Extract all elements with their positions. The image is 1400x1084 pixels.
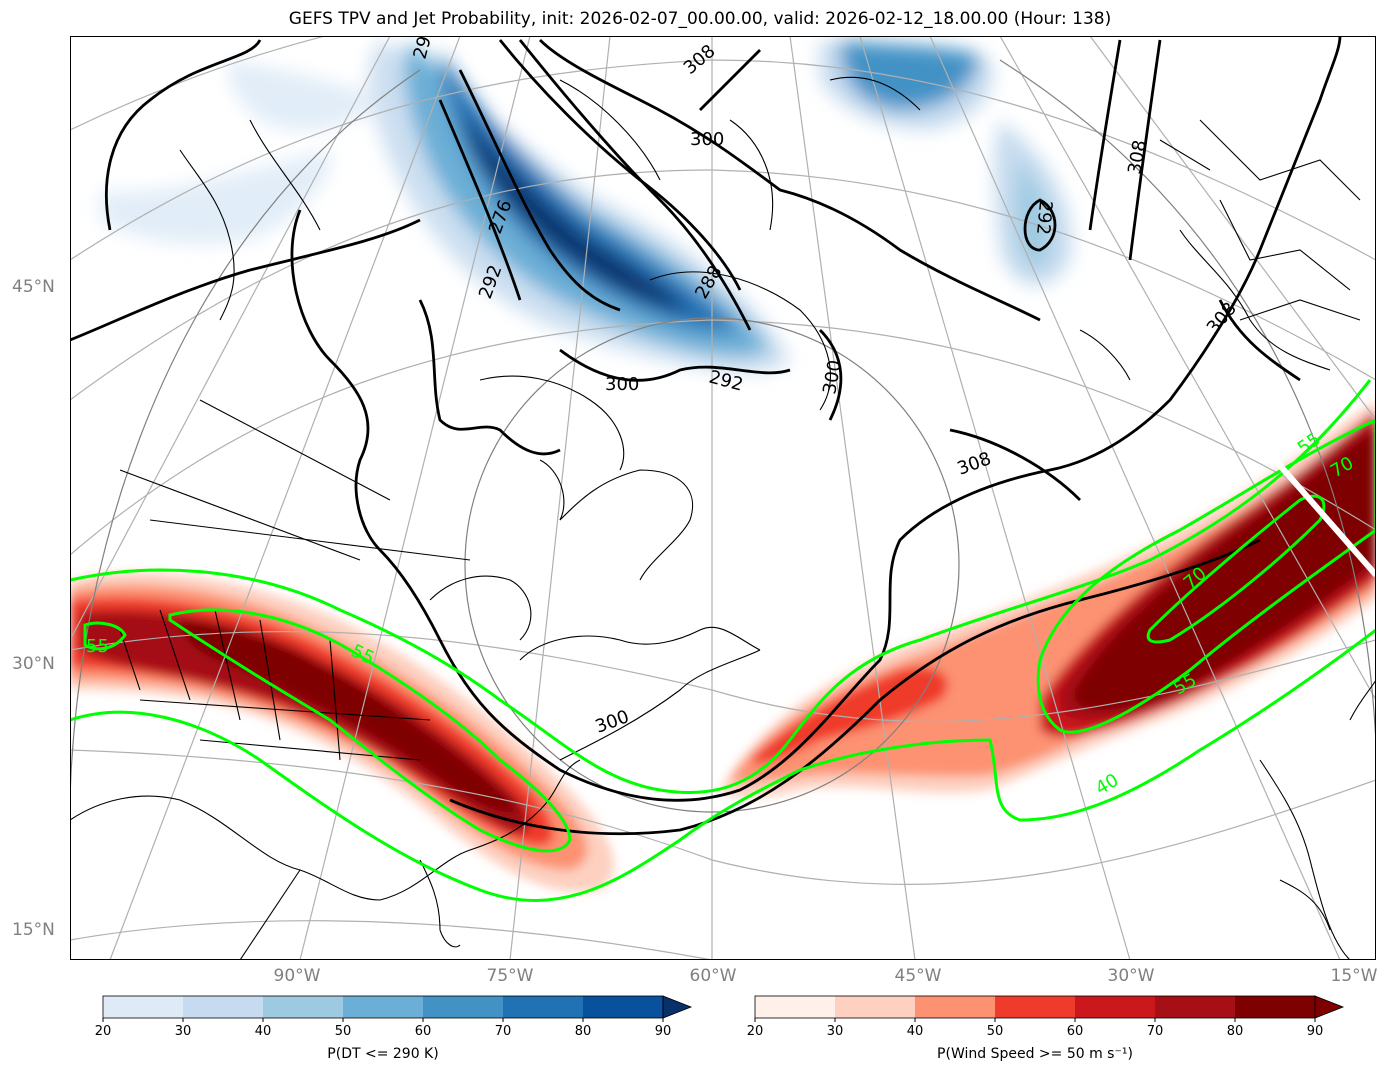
colorbar-wind	[754, 995, 1345, 1022]
colorbar-dt-segment	[503, 996, 584, 1018]
colorbar-wind-tick: 20	[746, 1024, 764, 1039]
colorbar-wind-segment	[835, 996, 916, 1018]
map-panel[interactable]: 298 300 308 300 292 292 288 300 308 308 …	[70, 36, 1376, 960]
theta-label-292-east: 292	[1032, 200, 1056, 236]
colorbar-dt-segment	[583, 996, 664, 1018]
lon-label-60w: 60°W	[689, 966, 737, 986]
colorbar-dt-extend-arrow	[662, 995, 693, 1019]
colorbar-dt-tick: 20	[94, 1024, 112, 1039]
theta-label-308-north: 308	[680, 41, 720, 79]
colorbar-dt-label: P(DT <= 290 K)	[327, 1046, 439, 1062]
theta-label-300-east: 300	[819, 358, 846, 395]
colorbar-wind-tick: 40	[906, 1024, 924, 1039]
colorbar-wind-segment	[755, 996, 836, 1018]
colorbar-dt-segment	[103, 996, 184, 1018]
seam-line	[1237, 418, 1376, 577]
jet-label-55-west: 55	[86, 636, 109, 657]
colorbar-wind-segment	[1155, 996, 1236, 1018]
colorbar-dt-tick: 70	[494, 1024, 512, 1039]
lat-label-30n: 30°N	[12, 654, 55, 674]
colorbar-wind-segment	[1235, 996, 1316, 1018]
colorbar-dt-tick: 80	[574, 1024, 592, 1039]
colorbar-wind-tick: 80	[1226, 1024, 1244, 1039]
colorbar-wind-segment	[995, 996, 1076, 1018]
chart-title: GEFS TPV and Jet Probability, init: 2026…	[288, 9, 1112, 29]
lon-label-75w: 75°W	[486, 966, 534, 986]
colorbar-dt-tick: 30	[174, 1024, 192, 1039]
colorbar-wind-segment	[1075, 996, 1156, 1018]
colorbar-wind-tick: 90	[1306, 1024, 1324, 1039]
colorbar-dt-tick: 40	[254, 1024, 272, 1039]
lat-label-15n: 15°N	[12, 920, 55, 940]
graticule	[70, 36, 1376, 960]
colorbar-wind-tick: 30	[826, 1024, 844, 1039]
coastlines	[70, 76, 1376, 960]
theta-label-298: 298	[410, 36, 439, 61]
map-svg: 298 300 308 300 292 292 288 300 308 308 …	[70, 36, 1376, 960]
colorbar-dt-tick: 90	[654, 1024, 672, 1039]
colorbar-dt-segment	[343, 996, 424, 1018]
jet-label-40: 40	[1092, 770, 1122, 800]
theta-contours	[70, 36, 1342, 836]
lon-label-45w: 45°W	[894, 966, 942, 986]
colorbar-dt-svg	[102, 995, 693, 1022]
jet-probability-shading	[70, 400, 1376, 892]
colorbar-wind-svg	[754, 995, 1345, 1022]
theta-label-300-south: 300	[593, 706, 632, 737]
theta-label-300-north: 300	[690, 129, 724, 150]
lon-label-30w: 30°W	[1107, 966, 1155, 986]
colorbar-dt-tick: 50	[334, 1024, 352, 1039]
colorbar-wind-label: P(Wind Speed >= 50 m s⁻¹)	[937, 1046, 1133, 1062]
colorbar-dt-frame	[102, 995, 664, 1019]
colorbar-wind-extend-arrow	[1314, 995, 1345, 1019]
jet-contours	[70, 379, 1376, 902]
colorbar-wind-tick: 70	[1146, 1024, 1164, 1039]
colorbar-dt-segment	[183, 996, 264, 1018]
lon-label-90w: 90°W	[273, 966, 321, 986]
colorbar-wind-tick: 60	[1066, 1024, 1084, 1039]
lat-label-45n: 45°N	[12, 277, 55, 297]
colorbar-wind-tick: 50	[986, 1024, 1004, 1039]
colorbar-wind-segment	[915, 996, 996, 1018]
colorbar-wind-frame	[754, 995, 1316, 1019]
colorbar-dt-segment	[423, 996, 504, 1018]
tpv-probability-shading	[100, 40, 1072, 373]
colorbar-dt-segment	[263, 996, 344, 1018]
theta-label-300-mid: 300	[605, 374, 639, 395]
colorbar-dt-tick: 60	[414, 1024, 432, 1039]
theta-label-308-far-ne: 308	[1124, 138, 1151, 175]
colorbar-dt	[102, 995, 693, 1022]
lon-label-15w: 15°W	[1330, 966, 1378, 986]
